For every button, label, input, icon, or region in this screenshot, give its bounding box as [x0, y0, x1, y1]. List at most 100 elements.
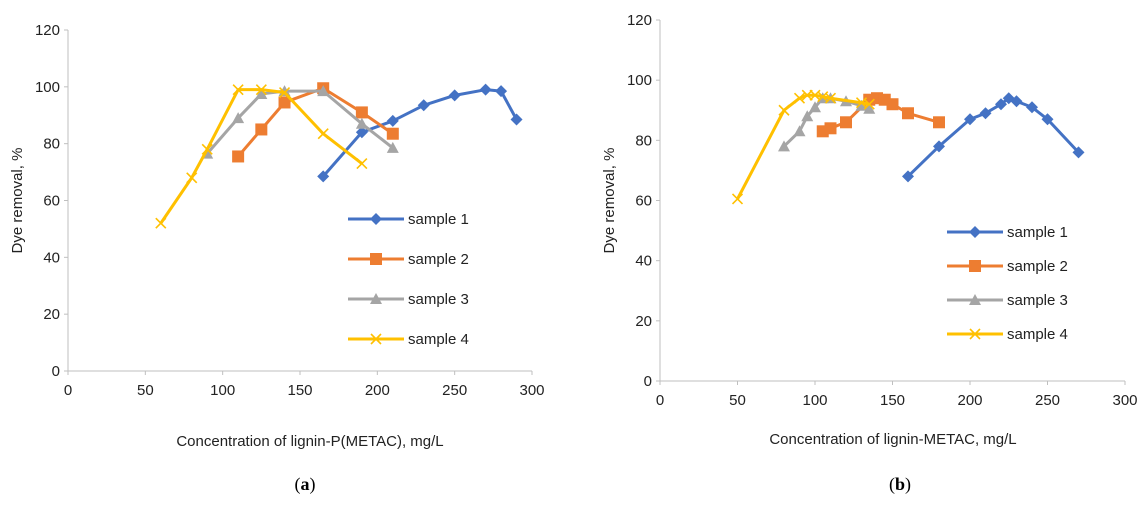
data-point	[902, 170, 914, 183]
data-point	[355, 126, 368, 139]
data-point	[809, 101, 821, 113]
legend-label: sample 4	[1007, 326, 1068, 343]
data-point	[933, 116, 945, 129]
series-line	[736, 93, 870, 200]
series-sample-1	[317, 83, 523, 183]
legend-marker	[969, 294, 981, 305]
data-point	[886, 98, 899, 111]
y-tick-label: 20	[43, 306, 60, 323]
legend-label: sample 3	[1007, 292, 1068, 309]
data-point	[417, 99, 430, 112]
data-point	[232, 112, 245, 124]
y-tick-label: 120	[35, 22, 60, 39]
data-point	[863, 98, 875, 110]
legend-entry: sample 4	[348, 331, 469, 348]
data-point	[479, 83, 492, 96]
y-tick-label: 80	[43, 136, 60, 153]
data-point	[201, 143, 213, 155]
legend-label: sample 3	[408, 291, 469, 308]
legend-entry: sample 1	[947, 224, 1068, 241]
series-line	[782, 96, 870, 148]
data-point	[155, 217, 167, 229]
x-tick-label: 300	[1112, 392, 1137, 409]
y-tick-label: 60	[635, 193, 652, 210]
y-tick-label: 20	[635, 313, 652, 330]
data-point	[278, 86, 291, 99]
data-point	[386, 127, 399, 140]
x-tick-label: 250	[442, 382, 467, 399]
panel-label-letter: b	[895, 474, 905, 494]
legend-entry: sample 4	[947, 326, 1068, 343]
data-point	[995, 98, 1007, 111]
legend-marker	[370, 293, 382, 304]
data-point	[386, 114, 399, 127]
panel-label-close: )	[905, 474, 911, 495]
x-tick-label: 50	[729, 392, 746, 409]
legend-label: sample 2	[1007, 258, 1068, 275]
data-point	[356, 157, 368, 170]
data-point	[1072, 146, 1085, 159]
legend-entry: sample 1	[348, 211, 469, 228]
data-point	[902, 107, 914, 120]
data-point	[840, 116, 852, 129]
series-sample-2	[816, 92, 945, 138]
legend-entry: sample 2	[947, 258, 1068, 275]
y-tick-label: 80	[635, 132, 652, 149]
y-axis-title: Dye removal, %	[9, 148, 26, 254]
data-point	[1010, 95, 1023, 108]
x-tick-label: 150	[880, 392, 905, 409]
data-point	[255, 84, 267, 96]
data-point	[317, 170, 330, 183]
panel-label-letter: a	[301, 474, 310, 494]
data-point	[778, 140, 790, 152]
x-tick-label: 300	[519, 382, 544, 399]
series-line	[159, 88, 363, 225]
y-tick-label: 40	[635, 253, 652, 270]
data-point	[1026, 101, 1038, 114]
data-point	[355, 106, 368, 119]
data-point	[863, 102, 876, 114]
x-tick-label: 100	[802, 392, 827, 409]
y-tick-label: 60	[43, 193, 60, 210]
data-point	[793, 92, 806, 104]
chart-panel-b: 0 20 40 60 80 100 120 0 50 100 150 200 250 300 Concent…	[601, 12, 1138, 495]
series-sample-4	[731, 89, 875, 205]
data-point	[510, 113, 523, 126]
y-tick-label: 40	[43, 249, 60, 266]
data-point	[801, 110, 814, 122]
data-point	[778, 104, 790, 116]
series-line	[322, 88, 518, 178]
y-tick-label: 0	[52, 363, 60, 380]
data-point	[386, 141, 399, 153]
panel-label-open: (	[889, 474, 895, 495]
data-point	[793, 125, 806, 137]
data-point	[186, 172, 198, 184]
panel-label: (b)	[889, 474, 911, 495]
data-point	[255, 123, 268, 136]
series-sample-4	[155, 84, 368, 229]
x-tick-label: 100	[210, 382, 235, 399]
series-sample-1	[902, 92, 1085, 183]
panel-label: (a)	[295, 474, 316, 495]
x-tick-label: 200	[365, 382, 390, 399]
data-point	[964, 113, 976, 126]
data-point	[317, 128, 329, 140]
panel-label-open: (	[295, 474, 301, 495]
data-point	[1041, 113, 1054, 126]
data-point	[278, 96, 291, 109]
panel-label-close: )	[310, 474, 316, 495]
x-tick-label: 150	[287, 382, 312, 399]
y-axis-title: Dye removal, %	[601, 148, 618, 254]
data-point	[495, 85, 508, 98]
legend-entry: sample 2	[348, 251, 469, 268]
legend-entry: sample 3	[348, 291, 469, 308]
y-tick-label: 100	[627, 72, 652, 89]
data-point	[232, 84, 244, 96]
data-point	[355, 117, 368, 129]
data-point	[317, 85, 330, 97]
data-point	[824, 122, 837, 135]
x-tick-label: 50	[137, 382, 154, 399]
legend-marker	[969, 328, 981, 340]
chart-panel-a: 0 20 40 60 80 100 120 0 50 100 150 200 250 300 Concent…	[9, 22, 545, 495]
